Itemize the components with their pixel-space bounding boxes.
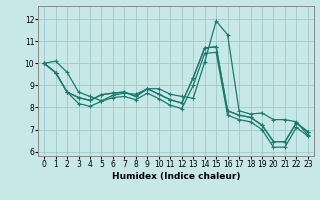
X-axis label: Humidex (Indice chaleur): Humidex (Indice chaleur) [112, 172, 240, 181]
